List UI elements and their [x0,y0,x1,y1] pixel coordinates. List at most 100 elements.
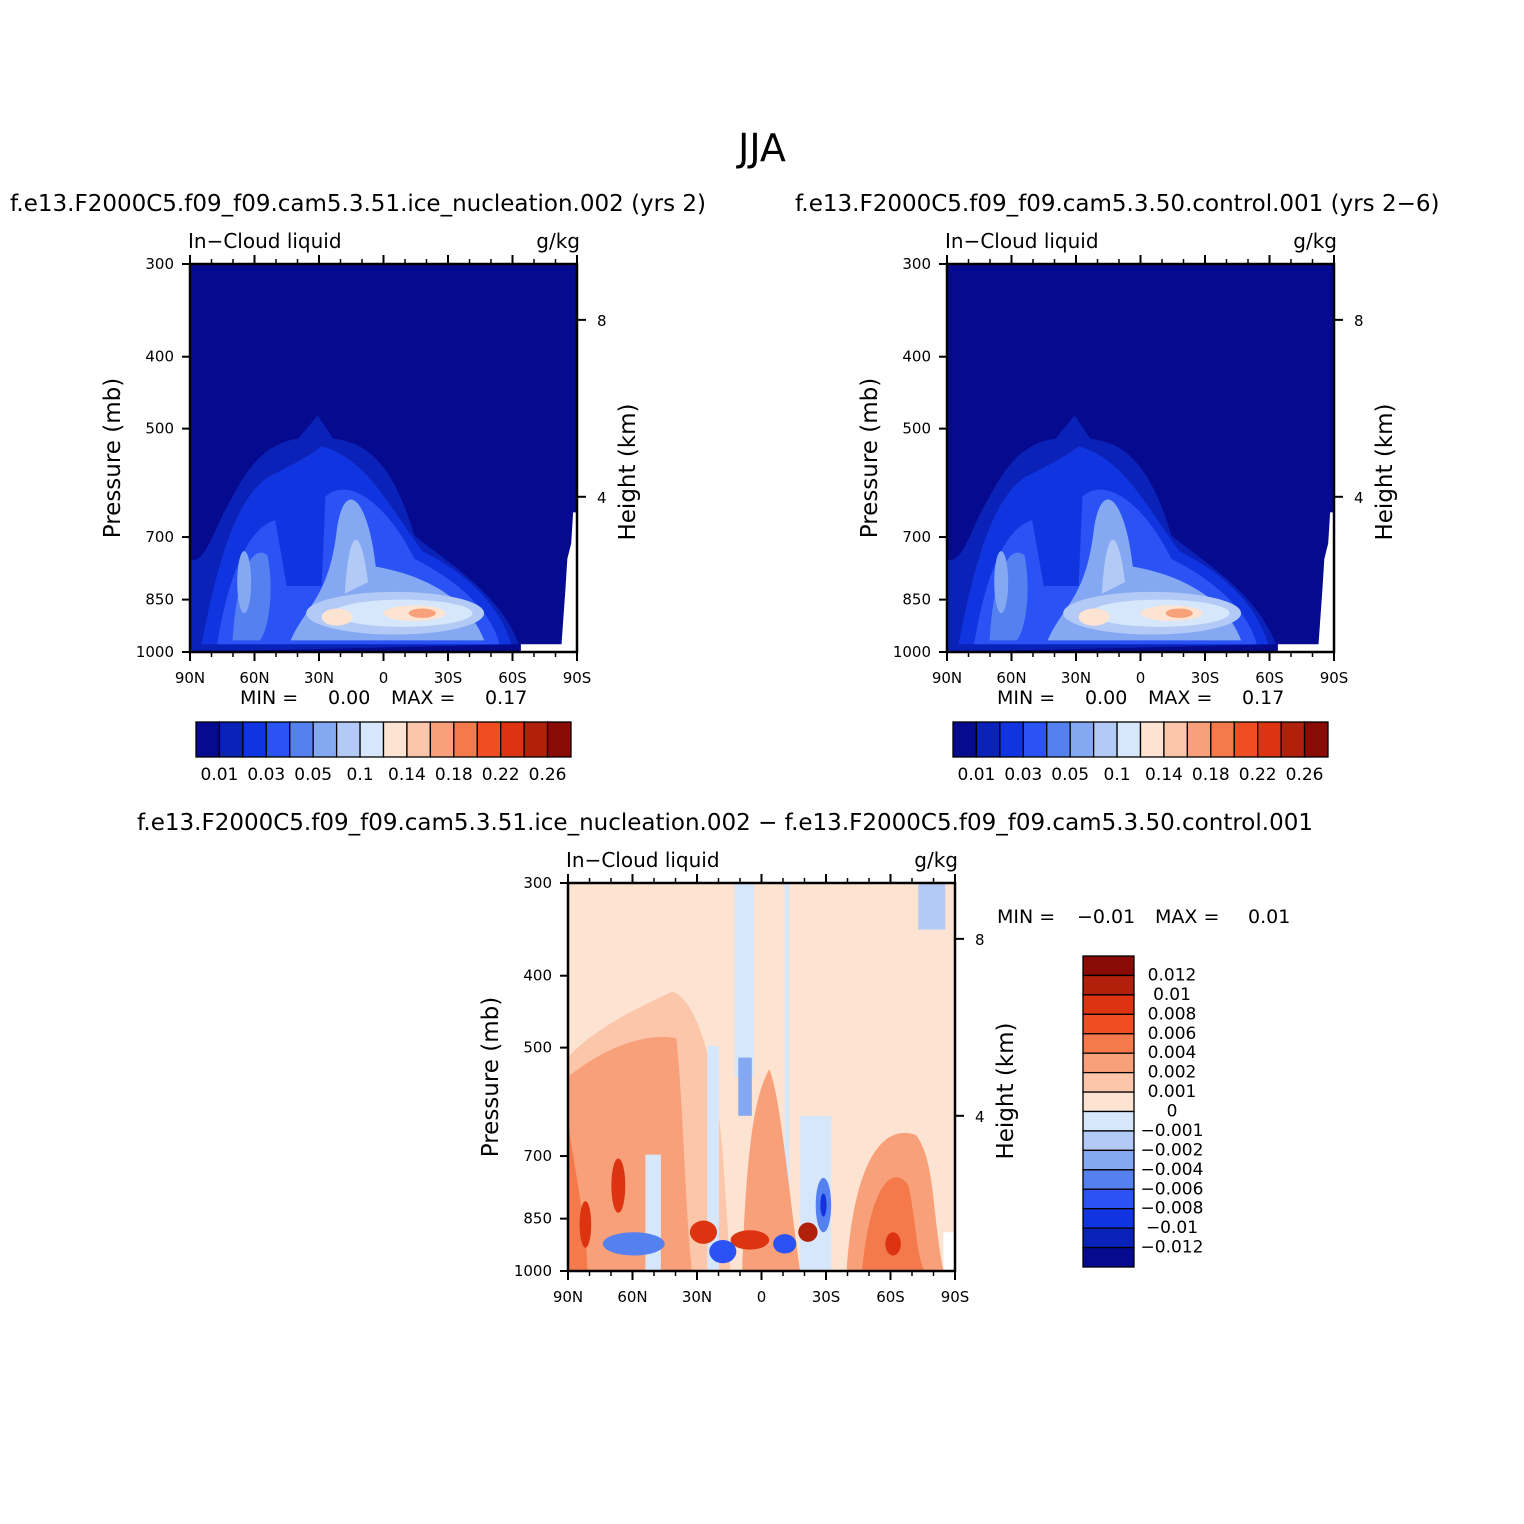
contour-level-6a [344,539,369,594]
colorbar-box [1280,721,1306,758]
x-tick-label: 60N [239,669,269,687]
colorbar-label: 0.05 [1051,765,1089,785]
colorbar-box [1082,1052,1135,1074]
min-label: MIN = [997,687,1055,709]
y2-tick-label: 8 [1354,312,1364,330]
contour-level-6b [994,551,1009,614]
y-tick-label: 1000 [136,643,174,661]
colorbar-box [1092,721,1118,758]
panel-2: In−Cloud liquid g/kg 90N 60N 30N 0 30S 60S 90S 30… [857,229,1398,785]
field-name-label: In−Cloud liquid [188,229,342,253]
contour-patch [602,1232,665,1256]
colorbar-box [1082,1091,1135,1113]
colorbar-box [1082,1033,1135,1054]
colorbar-label: 0.01 [1153,985,1191,1005]
x-tick-label: 30N [682,1288,712,1306]
max-value: 0.17 [1242,687,1284,709]
contour-fill [568,883,955,1271]
colorbar-label: −0.006 [1141,1179,1204,1199]
colorbar-box [195,721,221,758]
y-tick-label: 850 [145,591,174,609]
y-tick-label: 400 [902,348,931,366]
y-axis-label: Pressure (mb) [478,997,504,1157]
colorbar-label: 0.22 [482,765,520,785]
y-tick-label: 500 [523,1039,552,1057]
contour-level-4a [989,552,1028,641]
y-tick-label: 500 [145,420,174,438]
colorbar-label: 0.03 [247,765,285,785]
colorbar-box [1022,721,1048,758]
colorbar-label: 0.004 [1148,1043,1197,1063]
x-tick-label: 60S [1255,669,1284,687]
contour-level-11 [408,608,436,618]
colorbar-label: 0.001 [1148,1082,1197,1102]
contour-patch [689,1220,717,1244]
colorbar-label: 0.05 [294,765,332,785]
contour-patch [730,1230,770,1250]
y-tick-label: 850 [523,1210,552,1228]
colorbar-box [453,721,478,758]
colorbar-label: 0.1 [347,765,374,785]
colorbar-box [335,721,361,758]
min-value: 0.00 [328,687,370,709]
contour-patch [611,1158,626,1213]
colorbar-box [1069,721,1095,758]
colorbar-box [1257,721,1282,758]
contour-patch [709,1239,737,1264]
x-tick-label: 30S [1191,669,1220,687]
y-axis-label: Pressure (mb) [857,378,883,538]
colorbar-label: 0 [1167,1102,1178,1122]
contour-patch [918,883,946,930]
colorbar-box [1116,721,1142,758]
x-tick-label: 60N [996,669,1026,687]
colorbar-label: −0.002 [1141,1140,1204,1160]
contour-patch [707,1045,719,1271]
x-tick-label: 0 [757,1288,767,1306]
y-tick-label: 700 [145,528,174,546]
colorbar-label: −0.001 [1141,1121,1204,1141]
x-tick-label: 30N [1061,669,1091,687]
colorbar-label: 0.26 [1286,765,1324,785]
x-tick-label: 60S [876,1288,905,1306]
x-tick-label: 0 [379,669,389,687]
colorbar-label: 0.01 [958,765,996,785]
y-tick-label: 500 [902,420,931,438]
colorbar-label: 0.18 [1192,765,1230,785]
colorbar-box [1046,721,1071,758]
colorbar-label: 0.26 [529,765,567,785]
colorbar-box [382,721,408,758]
contour-level [862,1177,925,1271]
x-tick-label: 90S [1320,669,1349,687]
min-label: MIN = [240,687,298,709]
colorbar-box [523,721,549,758]
colorbar-box [289,721,314,758]
colorbar-box [999,721,1024,758]
colorbar-box [1082,955,1135,977]
max-label: MAX = [391,687,455,709]
contour-level-11 [1165,608,1193,618]
panel-2-title: f.e13.F2000C5.f09_f09.cam5.3.50.control.… [795,191,1440,217]
contour-patch [738,1057,752,1116]
max-label: MAX = [1148,687,1212,709]
max-value: 0.17 [485,687,527,709]
max-value: 0.01 [1248,906,1290,928]
colorbar-box [1163,721,1189,758]
x-tick-label: 30N [304,669,334,687]
panel-1-title: f.e13.F2000C5.f09_f09.cam5.3.51.ice_nucl… [10,191,707,217]
colorbar-box [1082,1013,1135,1035]
x-tick-label: 60N [617,1288,647,1306]
x-tick-label: 90S [563,669,592,687]
field-name-label: In−Cloud liquid [566,848,720,872]
contour-patch [773,1234,797,1254]
colorbar-label: 0.01 [201,765,239,785]
min-value: −0.01 [1077,906,1135,928]
y-tick-label: 700 [523,1147,552,1165]
contour-level-6b [237,551,252,614]
colorbar-label: −0.012 [1141,1238,1204,1258]
y-tick-label: 300 [145,255,174,273]
colorbar-box [1082,994,1135,1015]
y2-tick-label: 8 [975,931,985,949]
y-tick-label: 850 [902,591,931,609]
colorbar-box [546,721,572,758]
